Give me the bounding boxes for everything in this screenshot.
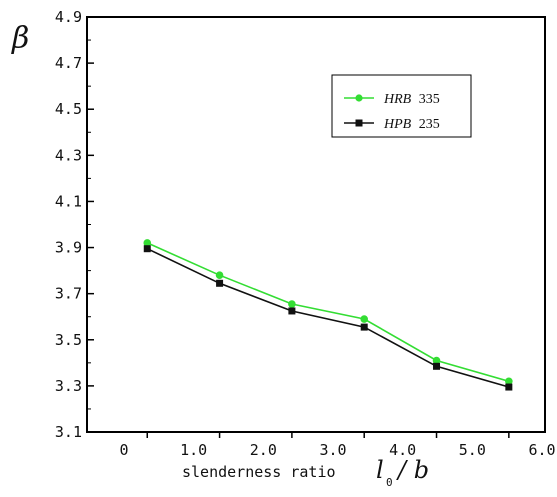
x-tick-label: 2.0 xyxy=(250,441,277,459)
series-1-point xyxy=(216,279,224,287)
series-0-point xyxy=(432,356,441,365)
series-0-point xyxy=(360,315,369,323)
legend-label-0-rest: 335 xyxy=(419,92,440,107)
y-axis-label: β xyxy=(11,21,29,56)
x-axis-label-prefix: slenderness ratio xyxy=(182,463,336,481)
legend-label-1-rest: 235 xyxy=(419,117,440,132)
x-tick-label: 5.0 xyxy=(459,441,486,459)
series-0-point xyxy=(143,239,152,247)
y-tick-label: 4.1 xyxy=(55,192,82,210)
y-tick-label: 3.9 xyxy=(55,239,82,257)
legend-swatch-marker-1 xyxy=(355,119,363,127)
series-0-point xyxy=(505,377,513,386)
series-line-0 xyxy=(146,242,510,383)
legend-box xyxy=(331,74,472,138)
series-line-1 xyxy=(146,247,510,388)
x-axis-label-subscript: 0 xyxy=(386,476,393,489)
x-axis-label-suffix: / b xyxy=(396,456,429,484)
legend: HRB 335 HPB 235 xyxy=(331,74,472,138)
series-0-point xyxy=(215,271,224,280)
x-tick-label: 4.0 xyxy=(389,441,416,459)
series-1-point xyxy=(288,307,296,315)
x-tick-label: 3.0 xyxy=(319,441,346,459)
series-1-point xyxy=(143,245,151,253)
legend-label-0-italic: HRB xyxy=(383,92,412,107)
x-axis-ticks: 0 1.0 2.0 3.0 4.0 5.0 6.0 xyxy=(119,432,556,459)
y-axis-ticks: 3.1 3.3 3.5 3.7 3.9 4.1 4.3 4.5 4.7 4.9 xyxy=(55,8,94,441)
series-1-point xyxy=(360,323,368,331)
legend-label-1: HPB 235 xyxy=(383,117,440,132)
x-tick-label: 6.0 xyxy=(528,441,555,459)
plot-area-frame xyxy=(86,16,546,433)
x-tick-label: 0 xyxy=(119,441,128,459)
x-axis-label-symbol: l xyxy=(376,456,384,484)
x-axis-label: slenderness ratio xyxy=(182,463,336,481)
x-tick-label: 1.0 xyxy=(180,441,207,459)
legend-label-1-italic: HPB xyxy=(383,117,412,132)
legend-swatch-marker-0 xyxy=(355,94,363,102)
y-tick-label: 4.9 xyxy=(55,8,82,26)
y-tick-label: 4.5 xyxy=(55,100,82,118)
series-1-point xyxy=(505,383,513,391)
y-tick-label: 4.3 xyxy=(55,146,82,164)
legend-label-0: HRB 335 xyxy=(383,92,440,107)
y-tick-label: 4.7 xyxy=(55,54,82,72)
series-0-point xyxy=(288,300,296,308)
y-tick-label: 3.3 xyxy=(55,377,82,395)
series-1-point xyxy=(433,362,441,370)
series-group xyxy=(143,239,513,391)
y-tick-label: 3.7 xyxy=(55,285,82,303)
y-tick-label: 3.1 xyxy=(55,423,82,441)
y-tick-label: 3.5 xyxy=(55,331,82,349)
